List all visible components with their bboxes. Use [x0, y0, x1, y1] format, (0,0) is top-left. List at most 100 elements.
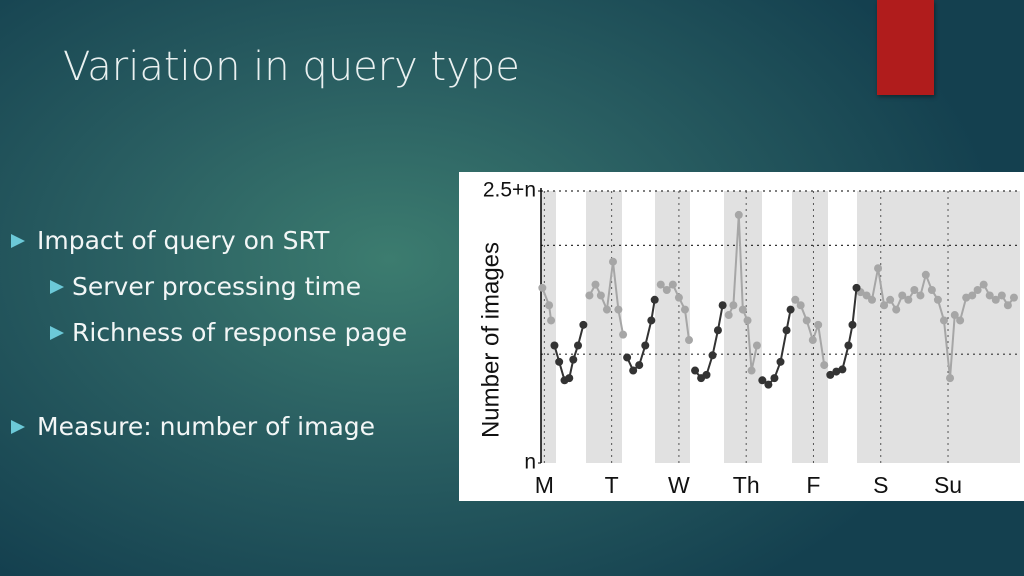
data-point	[674, 293, 683, 302]
data-point	[565, 374, 574, 383]
data-point	[802, 316, 811, 325]
y-axis-label: Number of images	[477, 242, 504, 438]
data-point	[579, 320, 588, 329]
data-point	[602, 305, 611, 314]
data-point	[734, 210, 743, 219]
data-point	[758, 376, 767, 385]
data-point	[1003, 301, 1012, 310]
data-point	[814, 320, 823, 329]
data-point	[782, 326, 791, 335]
day-band	[724, 191, 762, 463]
x-tick-label: T	[605, 472, 619, 498]
data-point	[820, 361, 829, 370]
data-point	[939, 316, 948, 325]
data-point	[852, 283, 861, 292]
data-point	[747, 366, 756, 375]
data-point	[647, 316, 656, 325]
data-point	[547, 316, 556, 325]
data-point	[629, 366, 638, 375]
day-band	[586, 191, 622, 463]
data-point	[764, 380, 773, 389]
data-point	[962, 293, 971, 302]
accent-bar	[877, 0, 934, 95]
x-tick-label: Th	[733, 472, 760, 498]
data-point	[668, 280, 677, 289]
data-point	[791, 295, 800, 304]
data-point	[635, 361, 644, 370]
data-point	[1009, 293, 1018, 302]
bullet: Impact of query on SRT	[10, 226, 330, 255]
data-point	[933, 295, 942, 304]
data-point	[650, 295, 659, 304]
data-point	[550, 341, 559, 350]
data-point	[538, 283, 547, 292]
data-point	[614, 305, 623, 314]
data-point	[641, 341, 650, 350]
day-band	[857, 191, 1020, 463]
y-tick-label: 2.5+n	[483, 179, 536, 202]
data-point	[973, 286, 982, 295]
data-point	[743, 316, 752, 325]
data-point	[718, 301, 727, 310]
data-point	[680, 305, 689, 314]
data-point	[808, 336, 817, 345]
x-tick-label: W	[668, 472, 690, 498]
data-point	[832, 367, 841, 376]
data-point	[848, 320, 857, 329]
data-point	[738, 305, 747, 314]
data-point	[752, 341, 761, 350]
data-point	[844, 341, 853, 350]
sub-bullet: Richness of response page	[49, 318, 408, 347]
day-band	[655, 191, 690, 463]
x-tick-label: F	[806, 472, 820, 498]
data-point	[619, 330, 628, 339]
data-point	[713, 326, 722, 335]
data-point	[574, 341, 583, 350]
data-point	[826, 370, 835, 379]
data-point	[991, 295, 1000, 304]
sub-bullet: Server processing time	[49, 272, 362, 301]
data-point	[662, 286, 671, 295]
data-point	[591, 280, 600, 289]
slide-title: Variation in query type	[63, 44, 520, 90]
y-tick-label: n	[524, 451, 536, 474]
data-point	[708, 351, 717, 360]
x-tick-label: Su	[934, 472, 962, 498]
day-band	[541, 191, 556, 463]
data-point	[796, 301, 805, 310]
data-point	[985, 291, 994, 300]
data-point	[776, 357, 785, 366]
data-point	[950, 311, 959, 320]
data-point	[956, 316, 965, 325]
data-point	[874, 264, 883, 273]
data-point	[910, 286, 919, 295]
data-point	[545, 301, 554, 310]
data-point	[880, 301, 889, 310]
data-point	[691, 366, 700, 375]
data-point	[927, 286, 936, 295]
day-band	[792, 191, 828, 463]
data-point	[786, 305, 795, 314]
data-point	[596, 291, 605, 300]
data-point	[921, 270, 930, 279]
data-point	[770, 374, 779, 383]
data-point	[555, 357, 564, 366]
data-point	[862, 291, 871, 300]
data-point	[997, 291, 1006, 300]
data-point	[838, 365, 847, 374]
data-point	[685, 336, 694, 345]
x-tick-label: M	[535, 472, 554, 498]
data-point	[585, 291, 594, 300]
data-point	[886, 295, 895, 304]
data-point	[916, 291, 925, 300]
data-point	[724, 311, 733, 320]
data-point	[729, 301, 738, 310]
data-point	[867, 295, 876, 304]
data-point	[968, 291, 977, 300]
data-point	[656, 280, 665, 289]
data-point	[946, 374, 955, 383]
data-point	[979, 280, 988, 289]
data-point	[892, 305, 901, 314]
